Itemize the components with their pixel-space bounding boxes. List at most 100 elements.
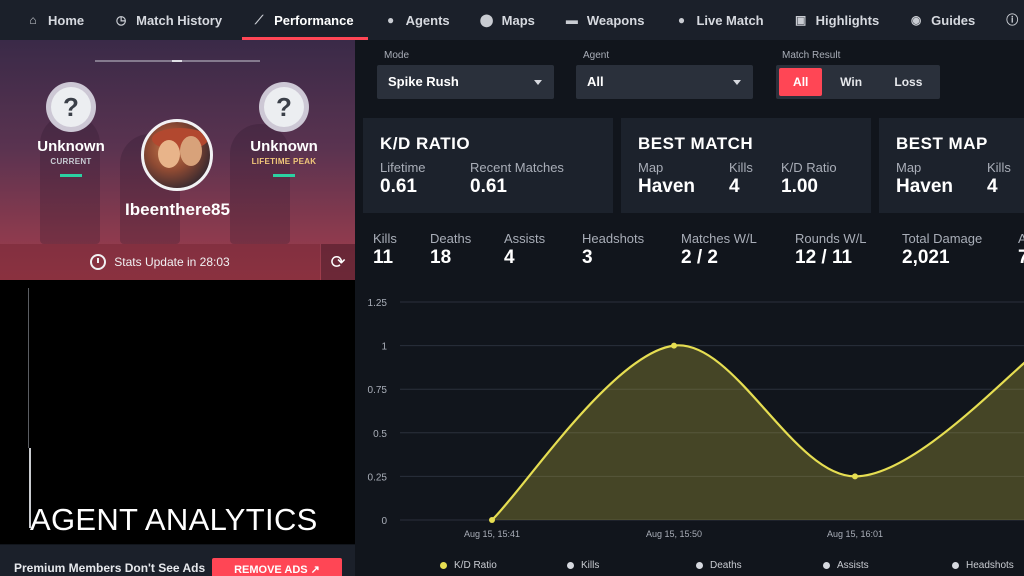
result-loss-button[interactable]: Loss bbox=[894, 75, 923, 89]
nav-label: Performance bbox=[274, 12, 354, 28]
compass-icon: ◉ bbox=[910, 13, 922, 27]
user-icon: ● bbox=[386, 13, 395, 27]
legend-dot bbox=[823, 562, 830, 569]
best-match-card: BEST MATCH Map Haven Kills 4 K/D Ratio 1… bbox=[621, 118, 871, 213]
kd-value: 1.00 bbox=[781, 176, 818, 197]
result-all-button[interactable]: All bbox=[779, 68, 823, 96]
kills-value: 4 bbox=[987, 176, 998, 197]
overlay-title: AGENT ANALYTICS bbox=[30, 502, 318, 537]
nav-weapons[interactable]: ▬ Weapons bbox=[565, 0, 659, 40]
nav-home[interactable]: ⌂ Home bbox=[26, 0, 98, 40]
legend-dot bbox=[567, 562, 574, 569]
legend-item[interactable]: Headshots bbox=[952, 560, 1014, 571]
stats-update-text: Stats Update in 28:03 bbox=[114, 255, 230, 269]
map-label: Map bbox=[896, 160, 922, 175]
nav-highlights[interactable]: ▣ Highlights bbox=[794, 0, 894, 40]
ad-divider bbox=[29, 448, 31, 528]
ad-area bbox=[0, 280, 355, 544]
result-win-button[interactable]: Win bbox=[840, 75, 863, 89]
mode-select[interactable]: Spike Rush bbox=[377, 65, 554, 99]
nav-agents[interactable]: ● Agents bbox=[384, 0, 464, 40]
data-point[interactable] bbox=[852, 473, 858, 480]
current-rank-label: CURRENT bbox=[50, 157, 92, 166]
nav-label: Highlights bbox=[815, 12, 880, 28]
legend-label: Kills bbox=[581, 560, 600, 571]
data-point[interactable] bbox=[489, 517, 495, 523]
legend-label: Headshots bbox=[966, 560, 1014, 571]
refresh-button[interactable]: ⟳ bbox=[321, 244, 355, 280]
unknown-rank-icon: ? bbox=[46, 82, 96, 132]
profile-panel: ? Unknown CURRENT ? Unknown LIFETIME PEA… bbox=[0, 40, 355, 280]
legend-item[interactable]: K/D Ratio bbox=[440, 560, 497, 571]
map-label: Map bbox=[638, 160, 664, 175]
recent-value: 0.61 bbox=[470, 176, 507, 197]
y-tick-label: 0 bbox=[381, 516, 387, 527]
chart-svg: 0 0.25 0.5 0.75 1 1.25 Aug 15, 15:41 Aug 15, 15… bbox=[368, 298, 1024, 539]
gun-icon: ▬ bbox=[565, 13, 578, 27]
premium-bar: Premium Members Don't See Ads REMOVE ADS… bbox=[0, 545, 355, 576]
y-tick-label: 0.5 bbox=[373, 429, 387, 440]
current-rank-name: Unknown bbox=[37, 138, 105, 155]
stat-label: Total Damage bbox=[902, 231, 983, 246]
stat-value: 12 / 11 bbox=[795, 247, 853, 268]
legend-dot bbox=[440, 562, 447, 569]
legend-label: Deaths bbox=[710, 560, 742, 571]
agent-label: Agent bbox=[583, 50, 610, 61]
stat-label: Headshots bbox=[582, 231, 645, 246]
rank-indicator bbox=[273, 174, 295, 177]
home-icon: ⌂ bbox=[29, 13, 37, 27]
avatar[interactable] bbox=[141, 119, 213, 191]
match-result-toggle: All Win Loss bbox=[776, 65, 940, 99]
rank-indicator bbox=[60, 174, 82, 177]
stat-value: 2,021 bbox=[902, 247, 950, 268]
data-point[interactable] bbox=[671, 342, 677, 349]
stat-value: 2 / 2 bbox=[681, 247, 718, 268]
chevron-down-icon bbox=[534, 80, 542, 85]
stat-label: Assists bbox=[504, 231, 546, 246]
lifetime-value: 0.61 bbox=[380, 176, 417, 197]
background-art bbox=[230, 124, 290, 244]
nav-maps[interactable]: ⬤ Maps bbox=[480, 0, 549, 40]
remove-ads-button[interactable]: REMOVE ADS ↗ bbox=[212, 558, 342, 576]
stat-value: 11 bbox=[373, 247, 394, 268]
nav-match-history[interactable]: ◷ Match History bbox=[114, 0, 236, 40]
kd-ratio-card: K/D RATIO Lifetime 0.61 Recent Matches 0… bbox=[363, 118, 613, 213]
nav-performance[interactable]: ⟋ Performance bbox=[242, 0, 369, 40]
live-dot-icon: ● bbox=[677, 13, 686, 27]
x-tick-label: Aug 15, 15:41 bbox=[464, 529, 520, 539]
kills-value: 4 bbox=[729, 176, 740, 197]
chevron-down-icon bbox=[733, 80, 741, 85]
map-pin-icon: ⬤ bbox=[479, 13, 494, 27]
rank-frame bbox=[95, 60, 260, 74]
stat-value: 7 bbox=[1018, 247, 1024, 268]
legend-item[interactable]: Deaths bbox=[696, 560, 742, 571]
unknown-rank-icon: ? bbox=[259, 82, 309, 132]
kills-label: Kills bbox=[729, 160, 753, 175]
rank-frame-dash bbox=[172, 60, 182, 62]
nav-label: Home bbox=[48, 12, 85, 28]
ad-divider bbox=[28, 288, 29, 448]
match-result-label: Match Result bbox=[782, 50, 841, 61]
avatar-art bbox=[180, 136, 202, 166]
card-title: BEST MATCH bbox=[638, 134, 754, 153]
x-tick-label: Aug 15, 16:01 bbox=[827, 529, 883, 539]
kills-label: Kills bbox=[987, 160, 1011, 175]
kd-label: K/D Ratio bbox=[781, 160, 837, 175]
stat-label: Rounds W/L bbox=[795, 231, 867, 246]
history-icon: ◷ bbox=[115, 13, 127, 27]
agent-select[interactable]: All bbox=[576, 65, 753, 99]
legend-label: Assists bbox=[837, 560, 869, 571]
trend-icon: ⟋ bbox=[254, 13, 264, 27]
map-value: Haven bbox=[638, 176, 696, 197]
mode-value: Spike Rush bbox=[388, 74, 459, 89]
legend-item[interactable]: Assists bbox=[823, 560, 869, 571]
nav-label: Agents bbox=[405, 12, 450, 28]
peak-rank-label: LIFETIME PEAK bbox=[251, 157, 317, 166]
avatar-art bbox=[158, 140, 180, 168]
legend-dot bbox=[952, 562, 959, 569]
legend-item[interactable]: Kills bbox=[567, 560, 599, 571]
nav-app-in[interactable]: ⓘApp In bbox=[1005, 0, 1024, 40]
nav-live-match[interactable]: ● Live Match bbox=[674, 0, 777, 40]
nav-guides[interactable]: ◉ Guides bbox=[909, 0, 989, 40]
kd-series-line bbox=[491, 344, 1024, 521]
